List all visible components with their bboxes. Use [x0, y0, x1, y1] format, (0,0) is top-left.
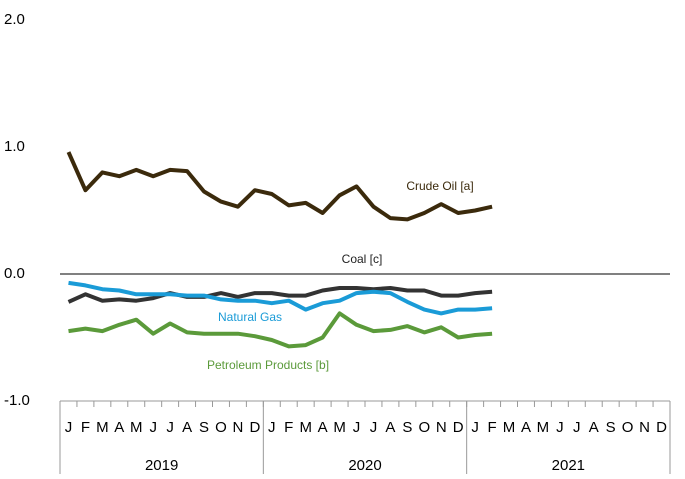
- x-tick-label: J: [573, 419, 581, 436]
- series-line: [66, 151, 493, 222]
- x-tick-label: J: [353, 419, 361, 436]
- x-tick-label: S: [606, 419, 616, 436]
- y-tick-label: 2.0: [4, 11, 25, 28]
- x-tick-label: F: [284, 419, 293, 436]
- x-tick-label: N: [232, 419, 243, 436]
- series-line: [68, 280, 493, 316]
- x-tick-label: J: [149, 419, 157, 436]
- x-tick-label: A: [521, 419, 531, 436]
- x-tick-label: D: [656, 419, 667, 436]
- x-tick-label: M: [537, 419, 550, 436]
- series-label: Petroleum Products [b]: [207, 358, 329, 372]
- series-label: Coal [c]: [342, 252, 383, 266]
- x-tick-label: M: [299, 419, 312, 436]
- y-tick-label: 0.0: [4, 265, 25, 282]
- x-tick-label: O: [418, 419, 430, 436]
- x-tick-label: A: [589, 419, 599, 436]
- x-tick-label: M: [503, 419, 516, 436]
- year-label: 2019: [145, 457, 178, 474]
- x-tick-label: J: [471, 419, 479, 436]
- x-tick-label: F: [487, 419, 496, 436]
- x-tick-label: M: [333, 419, 346, 436]
- series-label: Crude Oil [a]: [406, 179, 473, 193]
- x-tick-label: A: [318, 419, 328, 436]
- x-tick-label: O: [622, 419, 634, 436]
- x-tick-label: N: [436, 419, 447, 436]
- x-tick-label: S: [199, 419, 209, 436]
- x-tick-label: J: [556, 419, 564, 436]
- x-tick-label: J: [166, 419, 174, 436]
- x-tick-label: J: [268, 419, 276, 436]
- x-tick-label: S: [402, 419, 412, 436]
- x-tick-label: F: [81, 419, 90, 436]
- x-tick-label: M: [96, 419, 109, 436]
- x-tick-label: A: [385, 419, 395, 436]
- x-tick-label: J: [65, 419, 73, 436]
- x-tick-label: D: [249, 419, 260, 436]
- x-tick-label: N: [639, 419, 650, 436]
- x-tick-label: A: [114, 419, 124, 436]
- x-tick-label: D: [453, 419, 464, 436]
- series-label: Natural Gas: [218, 310, 282, 324]
- x-tick-label: M: [130, 419, 143, 436]
- y-tick-label: 1.0: [4, 138, 25, 155]
- y-tick-label: -1.0: [4, 392, 30, 409]
- x-tick-label: A: [182, 419, 192, 436]
- series-line: [67, 286, 493, 304]
- series-line: [68, 311, 493, 349]
- x-tick-label: J: [370, 419, 378, 436]
- year-label: 2020: [348, 457, 381, 474]
- x-tick-label: O: [215, 419, 227, 436]
- year-label: 2021: [552, 457, 585, 474]
